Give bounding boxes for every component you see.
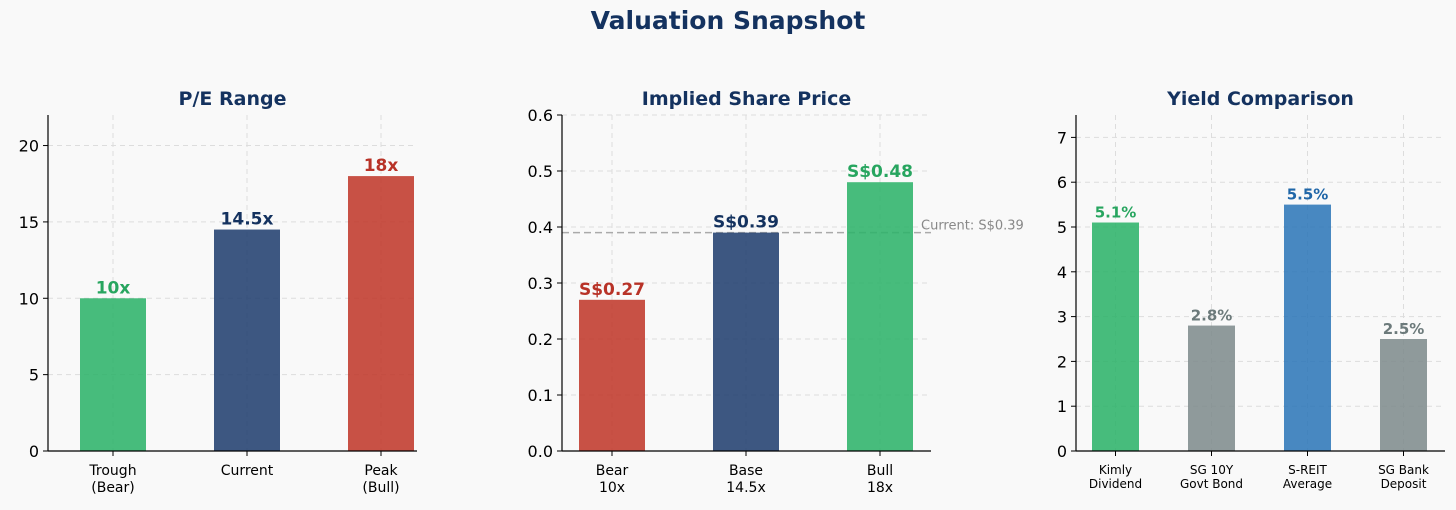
chart-title: P/E Range <box>179 88 287 110</box>
y-tick-label: 3 <box>1057 308 1067 327</box>
y-tick-label: 7 <box>1057 128 1067 147</box>
y-tick-label: 15 <box>19 213 39 232</box>
bar <box>348 176 414 451</box>
bar <box>1188 325 1235 451</box>
y-tick-label: 0 <box>29 442 39 461</box>
y-tick-label: 5 <box>29 366 39 385</box>
x-tick-label: SG 10Y Govt Bond <box>1180 463 1243 491</box>
chart-3: Yield Comparison 0 1 2 3 4 5 6 7 5.1% 2.8% 5.5% 2.5%… <box>1057 88 1445 491</box>
y-tick-label: 0.4 <box>528 218 553 237</box>
bar-value-label: 5.5% <box>1287 186 1329 204</box>
bar <box>1380 339 1427 451</box>
y-tick-label: 0.2 <box>528 330 553 349</box>
x-tick-label: Current <box>221 463 274 479</box>
y-tick-label: 6 <box>1057 173 1067 192</box>
bar <box>1284 204 1331 451</box>
chart-1: P/E Range 0 5 10 15 20 10x 14.5x 18x Trough (Bear)… <box>19 88 417 496</box>
chart-2: Implied Share Price 0.0 0.1 0.2 0.3 0.4 0.5 0.6… <box>528 88 1024 496</box>
x-tick-label: Base 14.5x <box>726 463 765 496</box>
bar-value-label: 5.1% <box>1095 204 1137 222</box>
y-tick-label: 0.1 <box>528 386 553 405</box>
y-tick-label: 5 <box>1057 218 1067 237</box>
reference-line-label: Current: S$0.39 <box>921 219 1024 234</box>
y-tick-label: 20 <box>19 137 39 156</box>
chart-title: Implied Share Price <box>642 88 851 110</box>
bar-value-label: 18x <box>364 156 399 176</box>
x-tick-label: Bear 10x <box>596 463 629 496</box>
y-tick-label: 0.6 <box>528 106 553 125</box>
y-tick-label: 0.3 <box>528 274 553 293</box>
x-tick-label: SG Bank Deposit <box>1378 463 1429 491</box>
bar-value-label: S$0.39 <box>713 213 779 233</box>
bar-value-label: S$0.48 <box>847 162 913 182</box>
bar-value-label: 14.5x <box>221 210 274 230</box>
bar-value-label: S$0.27 <box>579 280 645 300</box>
bar <box>1092 222 1139 451</box>
y-tick-label: 2 <box>1057 352 1067 371</box>
y-tick-label: 0.0 <box>528 442 553 461</box>
y-tick-label: 0 <box>1057 442 1067 461</box>
y-tick-label: 0.5 <box>528 162 553 181</box>
y-tick-label: 10 <box>19 289 39 308</box>
x-tick-label: Kimly Dividend <box>1089 463 1142 491</box>
x-tick-label: S-REIT Average <box>1283 463 1332 491</box>
bar <box>214 229 280 451</box>
x-tick-label: Bull 18x <box>867 463 893 496</box>
x-tick-label: Trough (Bear) <box>88 463 136 496</box>
bar-value-label: 2.8% <box>1191 307 1233 325</box>
bar <box>579 299 645 451</box>
y-tick-label: 4 <box>1057 263 1067 282</box>
figure-title: Valuation Snapshot <box>590 6 866 35</box>
x-tick-label: Peak (Bull) <box>362 463 399 496</box>
bar <box>713 232 779 451</box>
bar-value-label: 2.5% <box>1383 320 1425 338</box>
chart-title: Yield Comparison <box>1166 88 1354 110</box>
y-tick-label: 1 <box>1057 397 1067 416</box>
bar <box>847 182 913 451</box>
bar <box>80 298 146 451</box>
bar-value-label: 10x <box>96 278 131 298</box>
